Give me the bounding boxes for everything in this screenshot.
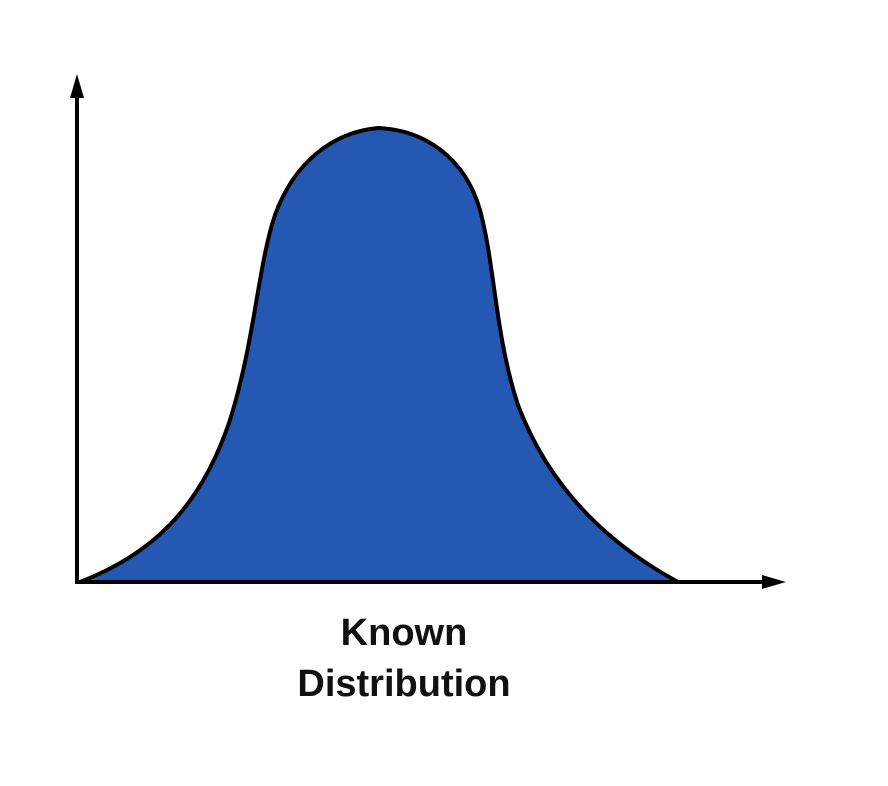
caption-line-1: Known: [341, 612, 468, 654]
y-axis-arrow-icon: [70, 74, 84, 98]
caption-line-2: Distribution: [297, 663, 510, 705]
bell-curve: [78, 126, 680, 584]
x-axis-arrow-icon: [762, 575, 786, 589]
